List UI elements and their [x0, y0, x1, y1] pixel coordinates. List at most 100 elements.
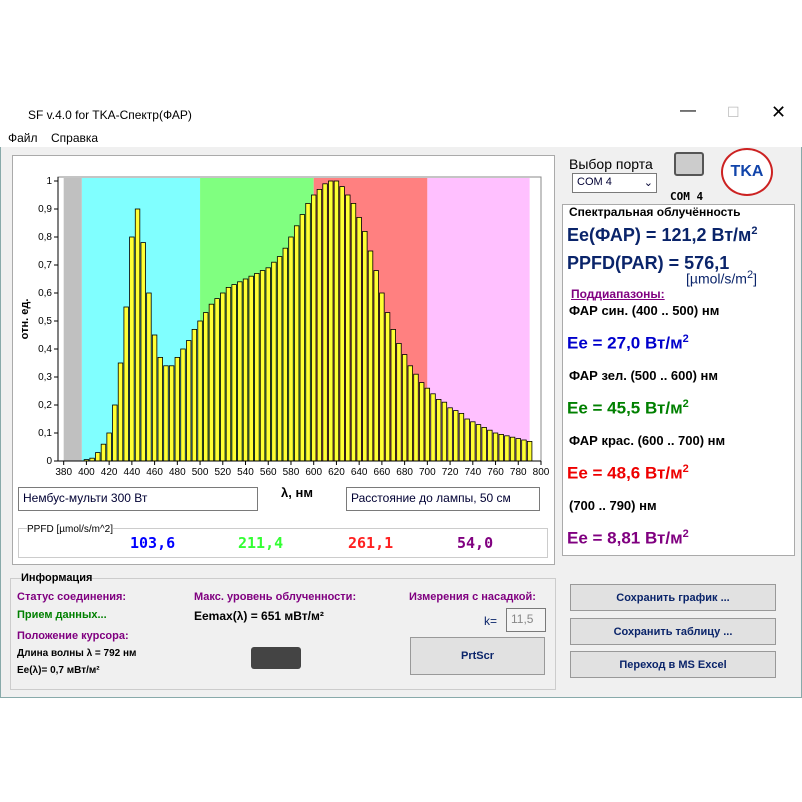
bar — [424, 387, 431, 462]
unit-sup: 2 — [682, 528, 689, 540]
bar — [197, 320, 203, 462]
bar — [254, 273, 260, 462]
ppfd-unit: [µmol/s/m2] — [686, 269, 757, 287]
bar — [316, 189, 323, 462]
bar — [379, 292, 385, 462]
x-tick-label: 480 — [169, 467, 186, 478]
bar — [220, 292, 226, 462]
bar — [407, 365, 413, 462]
port-label: Выбор порта — [569, 156, 653, 172]
ppfd-value: 261,1 — [348, 534, 394, 552]
menu-item[interactable]: Справка — [51, 131, 99, 145]
bar — [481, 426, 487, 462]
unit-sup: 2 — [682, 398, 689, 410]
k-label: k= — [484, 614, 498, 628]
distance-input[interactable]: Расстояние до лампы, 50 см — [346, 487, 540, 511]
status: Прием данных... — [17, 609, 107, 621]
cursor-label: Положение курсора: — [17, 630, 129, 642]
bar — [390, 328, 396, 462]
y-tick-label: 1 — [46, 176, 52, 187]
bar — [208, 303, 215, 462]
bar — [117, 362, 124, 462]
bar — [475, 424, 482, 462]
excel-button[interactable]: Переход в MS Excel — [570, 651, 776, 678]
bar — [311, 194, 317, 462]
bar — [362, 231, 368, 462]
bar — [447, 407, 453, 462]
menu-item[interactable]: Файл — [8, 131, 38, 145]
ppfd-value: 103,6 — [130, 534, 176, 552]
band — [63, 178, 82, 461]
bar — [174, 356, 181, 462]
maximize[interactable]: ☐ — [727, 104, 740, 120]
info-heading: Информация — [21, 572, 93, 584]
value-text: Ee = 8,81 Вт/м — [567, 528, 683, 548]
panel-heading: Спектральная облучённость — [569, 205, 741, 219]
x-tick-label: 640 — [351, 467, 368, 478]
unit-sup: 2 — [751, 225, 758, 237]
bar — [515, 438, 521, 462]
subrange-value: Ee = 48,6 Вт/м2 — [567, 463, 689, 484]
x-tick-label: 780 — [510, 467, 527, 478]
bar — [509, 436, 516, 462]
x-axis-label: λ, нм — [281, 485, 313, 500]
ee-par-text: Ee(ФАР) = 121,2 Вт/м — [567, 225, 752, 245]
x-tick-label: 520 — [214, 467, 231, 478]
value-text: Ee = 27,0 Вт/м — [567, 333, 683, 353]
subrange-value: Ee = 27,0 Вт/м2 — [567, 333, 689, 354]
x-tick-label: 440 — [124, 467, 141, 478]
subrange-label: ФАР син. (400 .. 500) нм — [569, 303, 720, 318]
y-tick-label: 0,1 — [38, 428, 52, 439]
bar — [237, 281, 243, 462]
minimize[interactable]: — — [680, 102, 696, 119]
bar — [470, 421, 476, 462]
x-tick-label: 680 — [396, 467, 413, 478]
unit-sup: 2 — [682, 333, 689, 345]
port-icon-label: COM 4 — [670, 190, 704, 203]
menu-bar: Файл Справка — [0, 130, 802, 147]
port-select[interactable]: COM 4 ⌄ — [572, 173, 657, 193]
k-input[interactable]: 11,5 — [506, 608, 546, 632]
title-bar: SF v.4.0 for TKA-Спектр(ФАР) — ☐ ✕ — [0, 100, 802, 130]
unit-text: [µmol/s/m — [686, 270, 747, 287]
x-tick-label: 620 — [328, 467, 345, 478]
y-tick-label: 0,7 — [38, 260, 52, 271]
lamp-input[interactable]: Нембус-мульти 300 Вт — [18, 487, 258, 511]
bar — [95, 452, 101, 462]
bar — [492, 432, 499, 462]
subrange-value: Ee = 45,5 Вт/м2 — [567, 398, 689, 419]
ppfd-value: 54,0 — [457, 534, 494, 552]
bar — [418, 382, 425, 462]
irradiance-panel: Спектральная облучённость Ee(ФАР) = 121,… — [562, 204, 795, 556]
y-tick-label: 0,2 — [38, 400, 52, 411]
bar — [526, 440, 533, 462]
x-tick-label: 580 — [283, 467, 300, 478]
save-graph-button[interactable]: Сохранить график ... — [570, 584, 776, 611]
bar — [373, 270, 379, 462]
bar — [242, 278, 249, 462]
prtscr-button[interactable]: PrtScr — [410, 637, 545, 675]
ee-cursor: Ee(λ)= 0,7 мВт/м² — [17, 665, 100, 676]
ppfd-label: PPFD [µmol/s/m^2] — [27, 524, 114, 535]
bar — [464, 418, 470, 462]
bar — [339, 186, 345, 462]
info-group: Информация Статус соединения: Прием данн… — [10, 572, 556, 690]
bar — [112, 404, 118, 462]
bar — [328, 180, 334, 462]
bar — [168, 365, 175, 462]
y-tick-label: 0,8 — [38, 232, 52, 243]
x-tick-label: 420 — [101, 467, 118, 478]
bar — [430, 393, 436, 462]
bar — [100, 443, 107, 462]
subrange-label: (700 .. 790) нм — [569, 498, 657, 513]
close[interactable]: ✕ — [771, 102, 787, 122]
y-tick-label: 0,5 — [38, 316, 52, 327]
bar — [191, 328, 198, 462]
x-tick-label: 400 — [78, 467, 95, 478]
x-tick-label: 600 — [305, 467, 322, 478]
bar — [123, 306, 129, 462]
save-table-button[interactable]: Сохранить таблицу ... — [570, 618, 776, 645]
measure-label: Измерения с насадкой: — [409, 591, 536, 603]
x-tick-label: 380 — [55, 467, 72, 478]
x-tick-label: 740 — [464, 467, 481, 478]
